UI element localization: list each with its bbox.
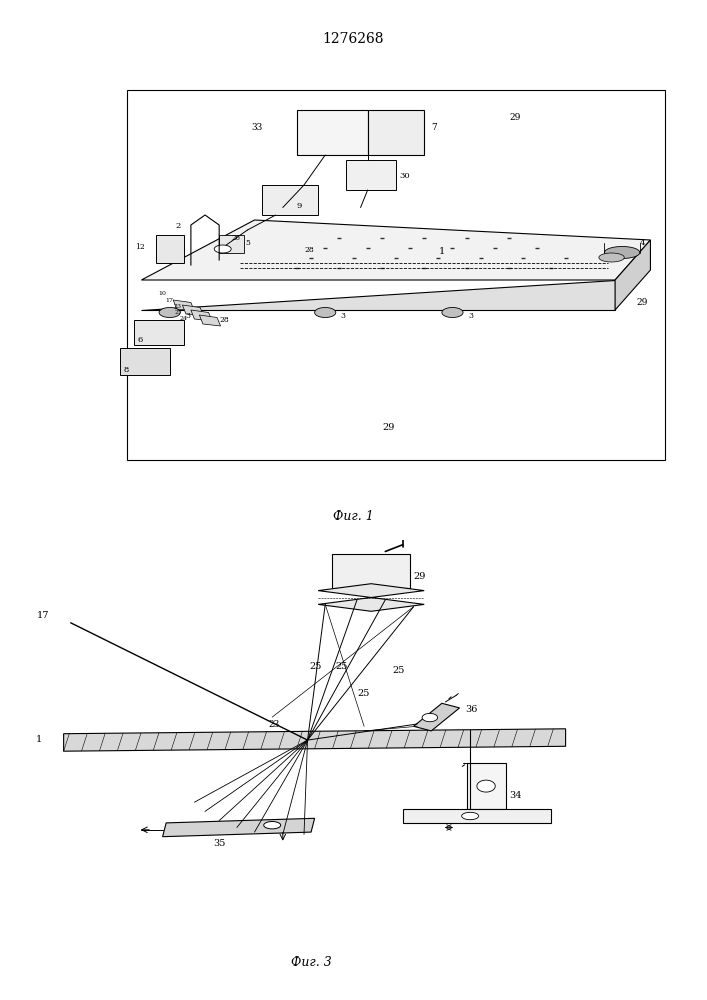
Bar — [368, 110, 424, 155]
Polygon shape — [214, 245, 231, 253]
Text: 10: 10 — [158, 291, 166, 296]
Text: 28: 28 — [304, 246, 314, 254]
Text: 29: 29 — [382, 423, 395, 432]
Text: 24: 24 — [180, 316, 187, 321]
Polygon shape — [163, 818, 315, 837]
Polygon shape — [141, 280, 615, 310]
Polygon shape — [442, 308, 463, 317]
Bar — [332, 554, 410, 588]
Bar — [403, 809, 551, 823]
Text: 9: 9 — [297, 202, 303, 210]
Text: 25: 25 — [357, 689, 370, 698]
Text: 29: 29 — [636, 298, 648, 307]
Polygon shape — [191, 310, 212, 321]
Text: 1276268: 1276268 — [323, 32, 384, 46]
Text: 8: 8 — [124, 366, 129, 374]
Bar — [262, 185, 318, 215]
Polygon shape — [599, 253, 624, 262]
Text: 2: 2 — [175, 222, 180, 230]
Text: 4: 4 — [640, 239, 645, 247]
Polygon shape — [141, 220, 650, 280]
Text: 36: 36 — [465, 706, 478, 714]
Bar — [467, 763, 506, 809]
Bar — [156, 235, 184, 262]
Text: 17: 17 — [165, 298, 173, 302]
Polygon shape — [422, 713, 438, 722]
Text: 3: 3 — [468, 312, 473, 320]
Text: 34: 34 — [509, 791, 522, 800]
Text: 27: 27 — [175, 310, 182, 314]
Text: 25: 25 — [309, 662, 322, 671]
Text: 5: 5 — [245, 239, 250, 247]
Text: 1: 1 — [36, 735, 42, 744]
Text: 28: 28 — [219, 316, 229, 324]
Polygon shape — [182, 305, 204, 316]
Text: 17: 17 — [37, 611, 49, 620]
Bar — [120, 348, 170, 375]
Polygon shape — [414, 703, 460, 731]
Polygon shape — [318, 584, 424, 611]
Bar — [134, 320, 184, 345]
Text: 35: 35 — [213, 839, 226, 848]
Text: 23: 23 — [268, 720, 279, 729]
Bar — [346, 160, 396, 190]
Polygon shape — [477, 780, 496, 792]
Polygon shape — [462, 812, 479, 820]
Text: 29: 29 — [414, 572, 426, 581]
Bar — [219, 235, 244, 252]
Polygon shape — [604, 247, 640, 258]
Bar — [297, 110, 368, 155]
Text: 25: 25 — [392, 666, 405, 675]
Polygon shape — [159, 308, 180, 317]
Text: 29: 29 — [509, 113, 520, 122]
Polygon shape — [615, 240, 650, 310]
Text: 33: 33 — [251, 123, 262, 132]
Polygon shape — [315, 308, 336, 317]
Text: Фиг. 3: Фиг. 3 — [291, 956, 332, 968]
Text: 3: 3 — [341, 312, 346, 320]
Text: 3: 3 — [185, 312, 190, 320]
Text: 1: 1 — [438, 247, 445, 256]
Text: 23: 23 — [174, 304, 182, 308]
Polygon shape — [199, 315, 221, 326]
Text: Фиг. 1: Фиг. 1 — [333, 510, 374, 523]
Bar — [127, 90, 665, 460]
Text: 12: 12 — [135, 243, 145, 251]
Polygon shape — [264, 822, 281, 829]
Text: 7: 7 — [431, 123, 437, 132]
Polygon shape — [64, 729, 566, 751]
Text: 25: 25 — [336, 662, 349, 671]
Text: 26: 26 — [231, 234, 240, 242]
Polygon shape — [173, 300, 194, 311]
Text: 30: 30 — [399, 172, 410, 180]
Text: 6: 6 — [138, 336, 143, 344]
